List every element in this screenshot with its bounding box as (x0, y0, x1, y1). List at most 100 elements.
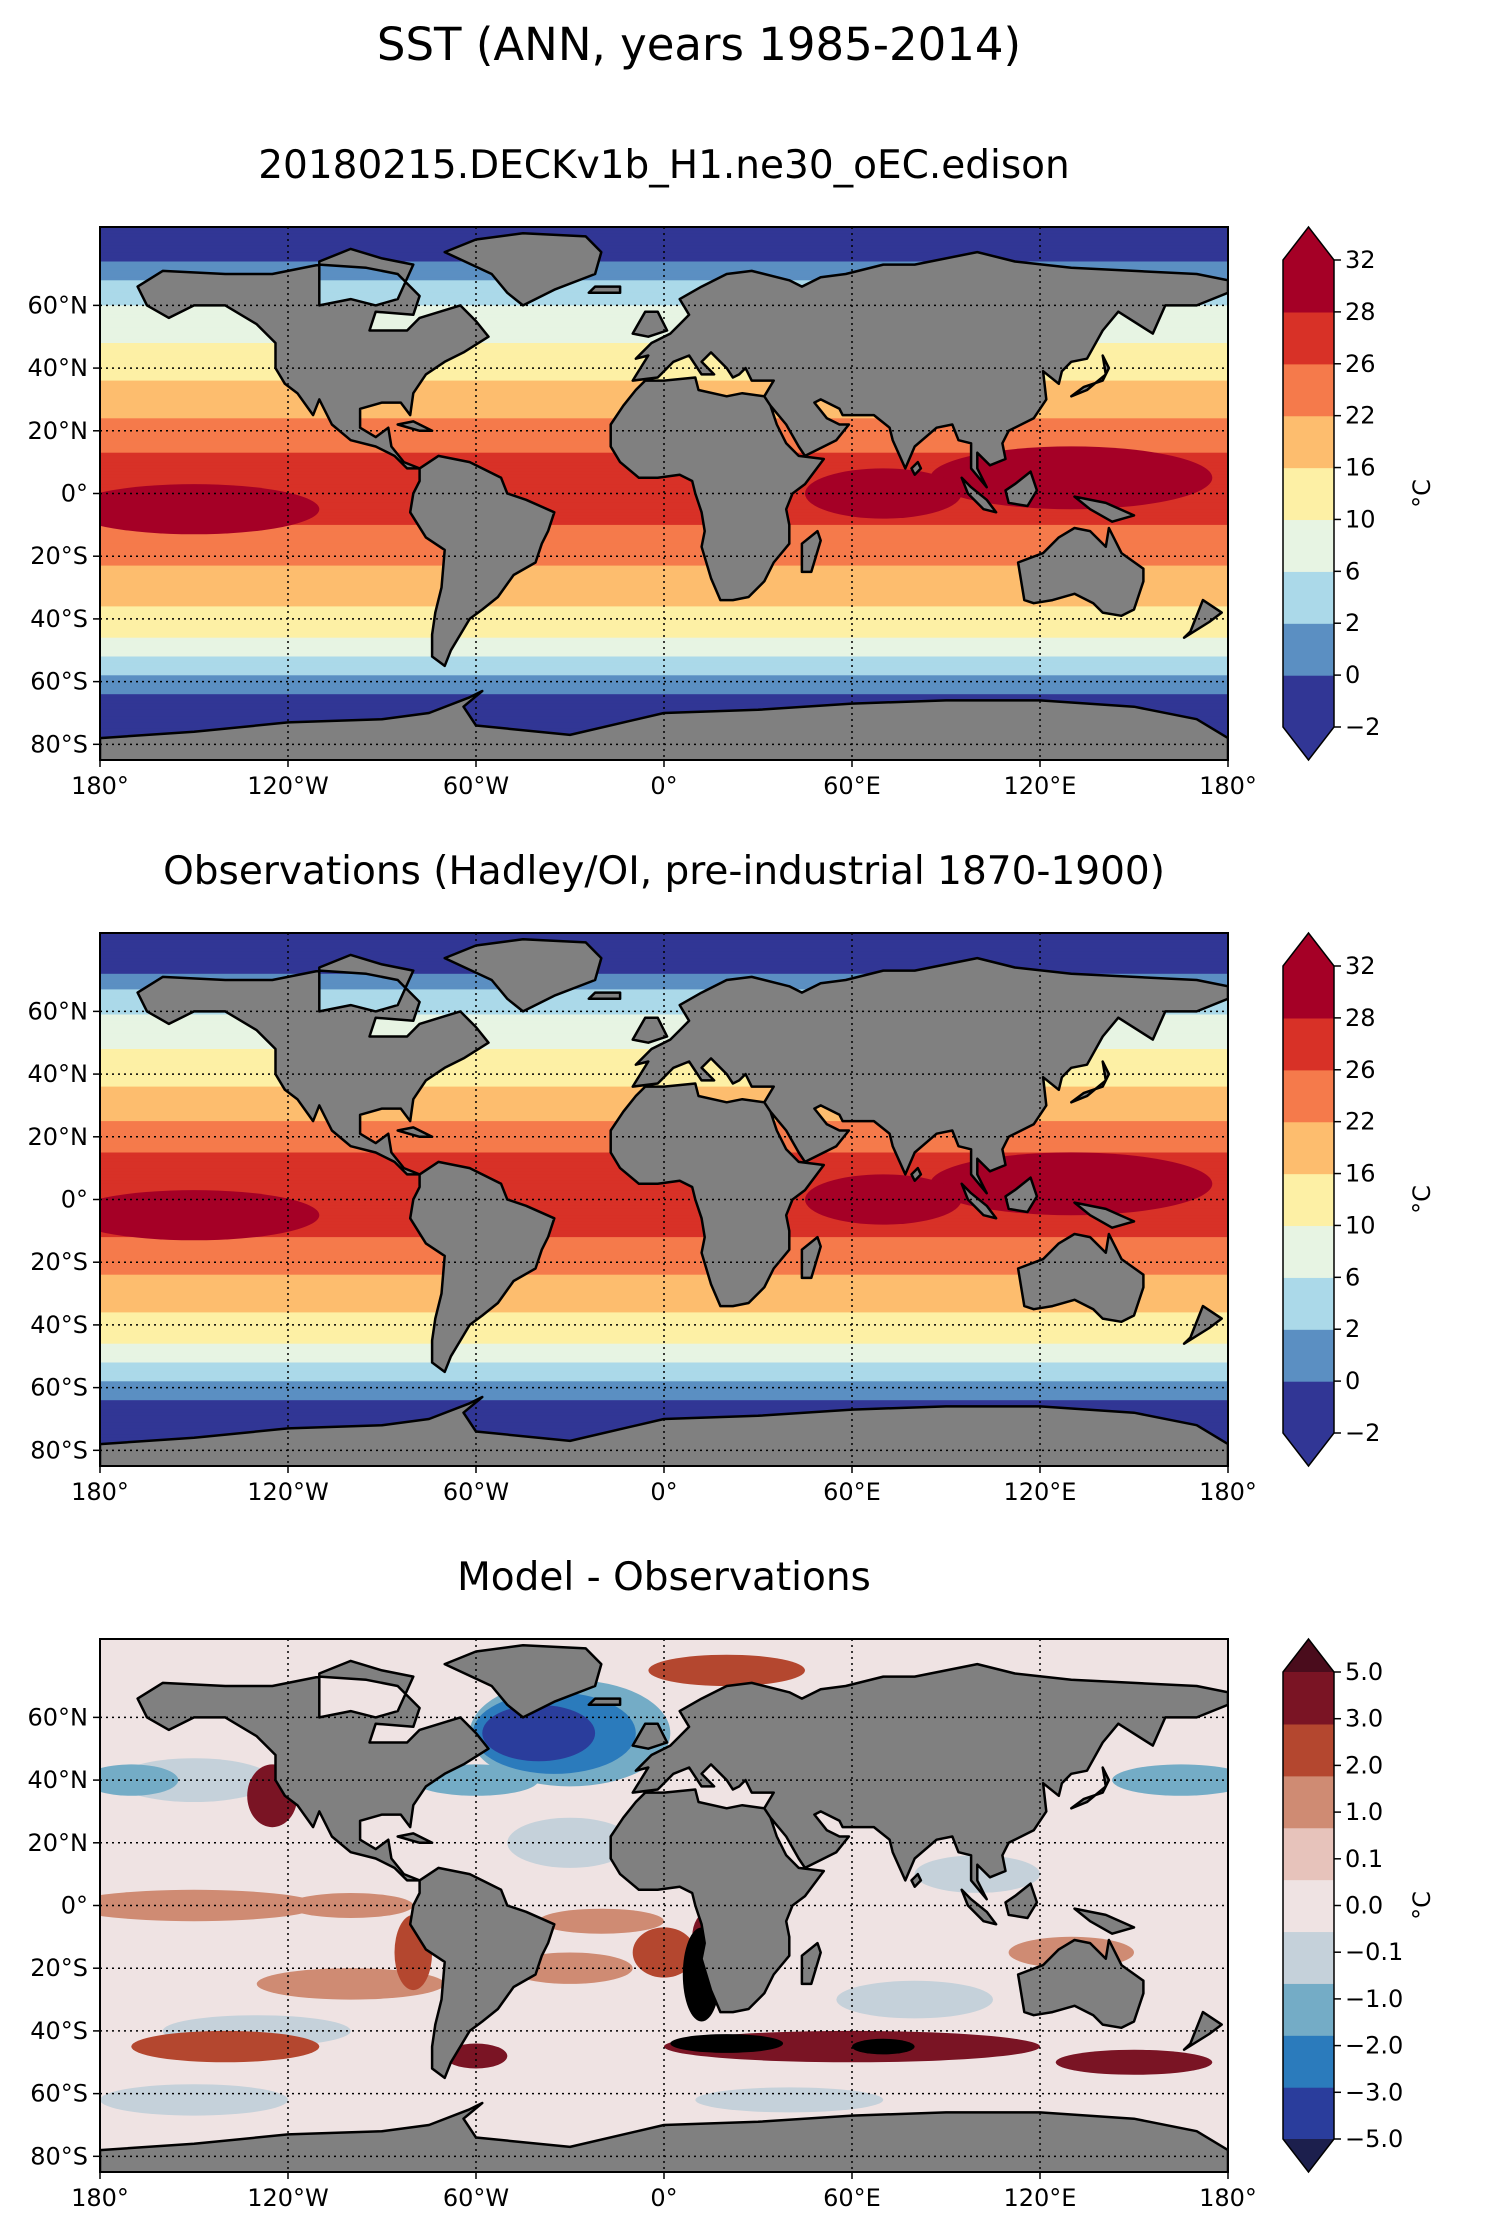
sst-band (100, 1409, 1228, 1414)
y-tick-label: 80°S (30, 730, 88, 758)
y-tick-label: 60°S (30, 2080, 88, 2108)
sst-band (100, 1312, 1228, 1317)
colorbar-tick-label: 2 (1345, 609, 1360, 637)
sst-band (100, 1287, 1228, 1292)
sst-band (100, 481, 1228, 485)
sst-band (100, 509, 1228, 514)
colorbar-tick-label: 6 (1345, 1263, 1360, 1291)
y-tick-label: 80°S (30, 1436, 88, 1464)
sst-band (100, 371, 1228, 376)
sst-band (100, 672, 1228, 677)
sst-band (100, 1378, 1228, 1383)
warm-pool (100, 1190, 320, 1241)
colorbar-segment (1283, 1827, 1334, 1881)
x-tick-label: 120°W (247, 1478, 329, 1506)
y-tick-label: 60°N (28, 1703, 89, 1731)
y-tick-labels: 60°N 40°N 20°N 0° 20°S 40°S 60°S 80°S (28, 997, 100, 1464)
sst-band (100, 691, 1228, 695)
sst-band (100, 1224, 1228, 1229)
sst-band (100, 1299, 1228, 1304)
bias-patch (100, 2084, 288, 2116)
bias-patch (836, 1980, 993, 2019)
y-tick-label: 0° (61, 1186, 88, 1214)
sst-band (100, 524, 1228, 529)
y-tick-label: 60°S (30, 1374, 88, 1402)
colorbar-extend-over (1283, 1639, 1334, 1672)
sst-band (100, 1271, 1228, 1276)
sst-band (100, 245, 1228, 250)
y-tick-label: 40°S (30, 1311, 88, 1339)
colorbar-tick-label: 22 (1345, 402, 1376, 430)
sst-band (100, 1365, 1228, 1370)
colorbar-tick-label: 2 (1345, 1315, 1360, 1343)
panel-title: Observations (Hadley/OI, pre-industrial … (163, 849, 1165, 894)
sst-band (100, 1252, 1228, 1257)
sst-band (100, 239, 1228, 244)
colorbar-tick-label: 0 (1345, 661, 1360, 689)
sst-band (100, 1205, 1228, 1210)
sst-band (100, 653, 1228, 658)
sst-band (100, 1259, 1228, 1264)
sst-band (100, 1008, 1228, 1013)
y-tick-label: 20°S (30, 542, 88, 570)
colorbar-tick-label: 1.0 (1345, 1798, 1383, 1826)
sst-band (100, 631, 1228, 636)
sst-band (100, 665, 1228, 670)
bias-patch (852, 2038, 915, 2055)
sst-band (100, 618, 1228, 623)
figure-title: SST (ANN, years 1985-2014) (377, 18, 1021, 71)
sst-band (100, 299, 1228, 304)
sst-band (100, 1296, 1228, 1301)
sst-band (100, 1362, 1228, 1367)
sst-band (100, 587, 1228, 592)
colorbar-segment (1283, 363, 1334, 417)
y-tick-label: 40°N (28, 354, 89, 382)
warm-pool (100, 484, 320, 535)
sst-band (100, 995, 1228, 1000)
x-tick-label: 120°E (1004, 2184, 1077, 2212)
sst-band (100, 942, 1228, 947)
warm-pool (805, 1174, 962, 1225)
colorbar-segment (1283, 1069, 1334, 1123)
y-tick-label: 40°N (28, 1766, 89, 1794)
colorbar-tick-label: −5.0 (1345, 2125, 1403, 2153)
sst-band (100, 1193, 1228, 1198)
x-tick-label: 180° (71, 772, 129, 800)
sst-band (100, 1306, 1228, 1311)
panel-title: Model - Observations (457, 1555, 871, 1600)
sst-band (100, 656, 1228, 661)
sst-band (100, 506, 1228, 510)
sst-band (100, 521, 1228, 526)
sst-band (100, 499, 1228, 504)
sst-band (100, 1014, 1228, 1019)
sst-band (100, 546, 1228, 551)
sst-band (100, 590, 1228, 595)
colorbar-tick-label: −2.0 (1345, 2032, 1403, 2060)
sst-band (100, 233, 1228, 238)
colorbar-tick-label: 22 (1345, 1108, 1376, 1136)
sst-band (100, 939, 1228, 944)
sst-band (100, 258, 1228, 263)
sst-band (100, 1023, 1228, 1028)
sst-band (100, 637, 1228, 642)
colorbar-tick-label: 28 (1345, 1004, 1376, 1032)
sst-band (100, 1359, 1228, 1364)
colorbar-segment (1283, 1173, 1334, 1227)
y-tick-label: 0° (61, 480, 88, 508)
colorbar-extend-over (1283, 227, 1334, 260)
bias-patch (256, 1968, 445, 2000)
bias-patch (1112, 1764, 1228, 1796)
map-gridlines (100, 227, 1228, 760)
sst-band (100, 1343, 1228, 1348)
colorbar-tick-label: 26 (1345, 350, 1376, 378)
sst-band (100, 983, 1228, 988)
x-tick-label: 60°E (823, 1478, 881, 1506)
sst-band (100, 945, 1228, 950)
colorbar-segment (1283, 1983, 1334, 2036)
colorbar-segment (1283, 1672, 1334, 1725)
colorbar-tick-label: 0.1 (1345, 1845, 1383, 1873)
sst-band (100, 311, 1228, 316)
sst-band (100, 951, 1228, 956)
sst-band (100, 1324, 1228, 1329)
